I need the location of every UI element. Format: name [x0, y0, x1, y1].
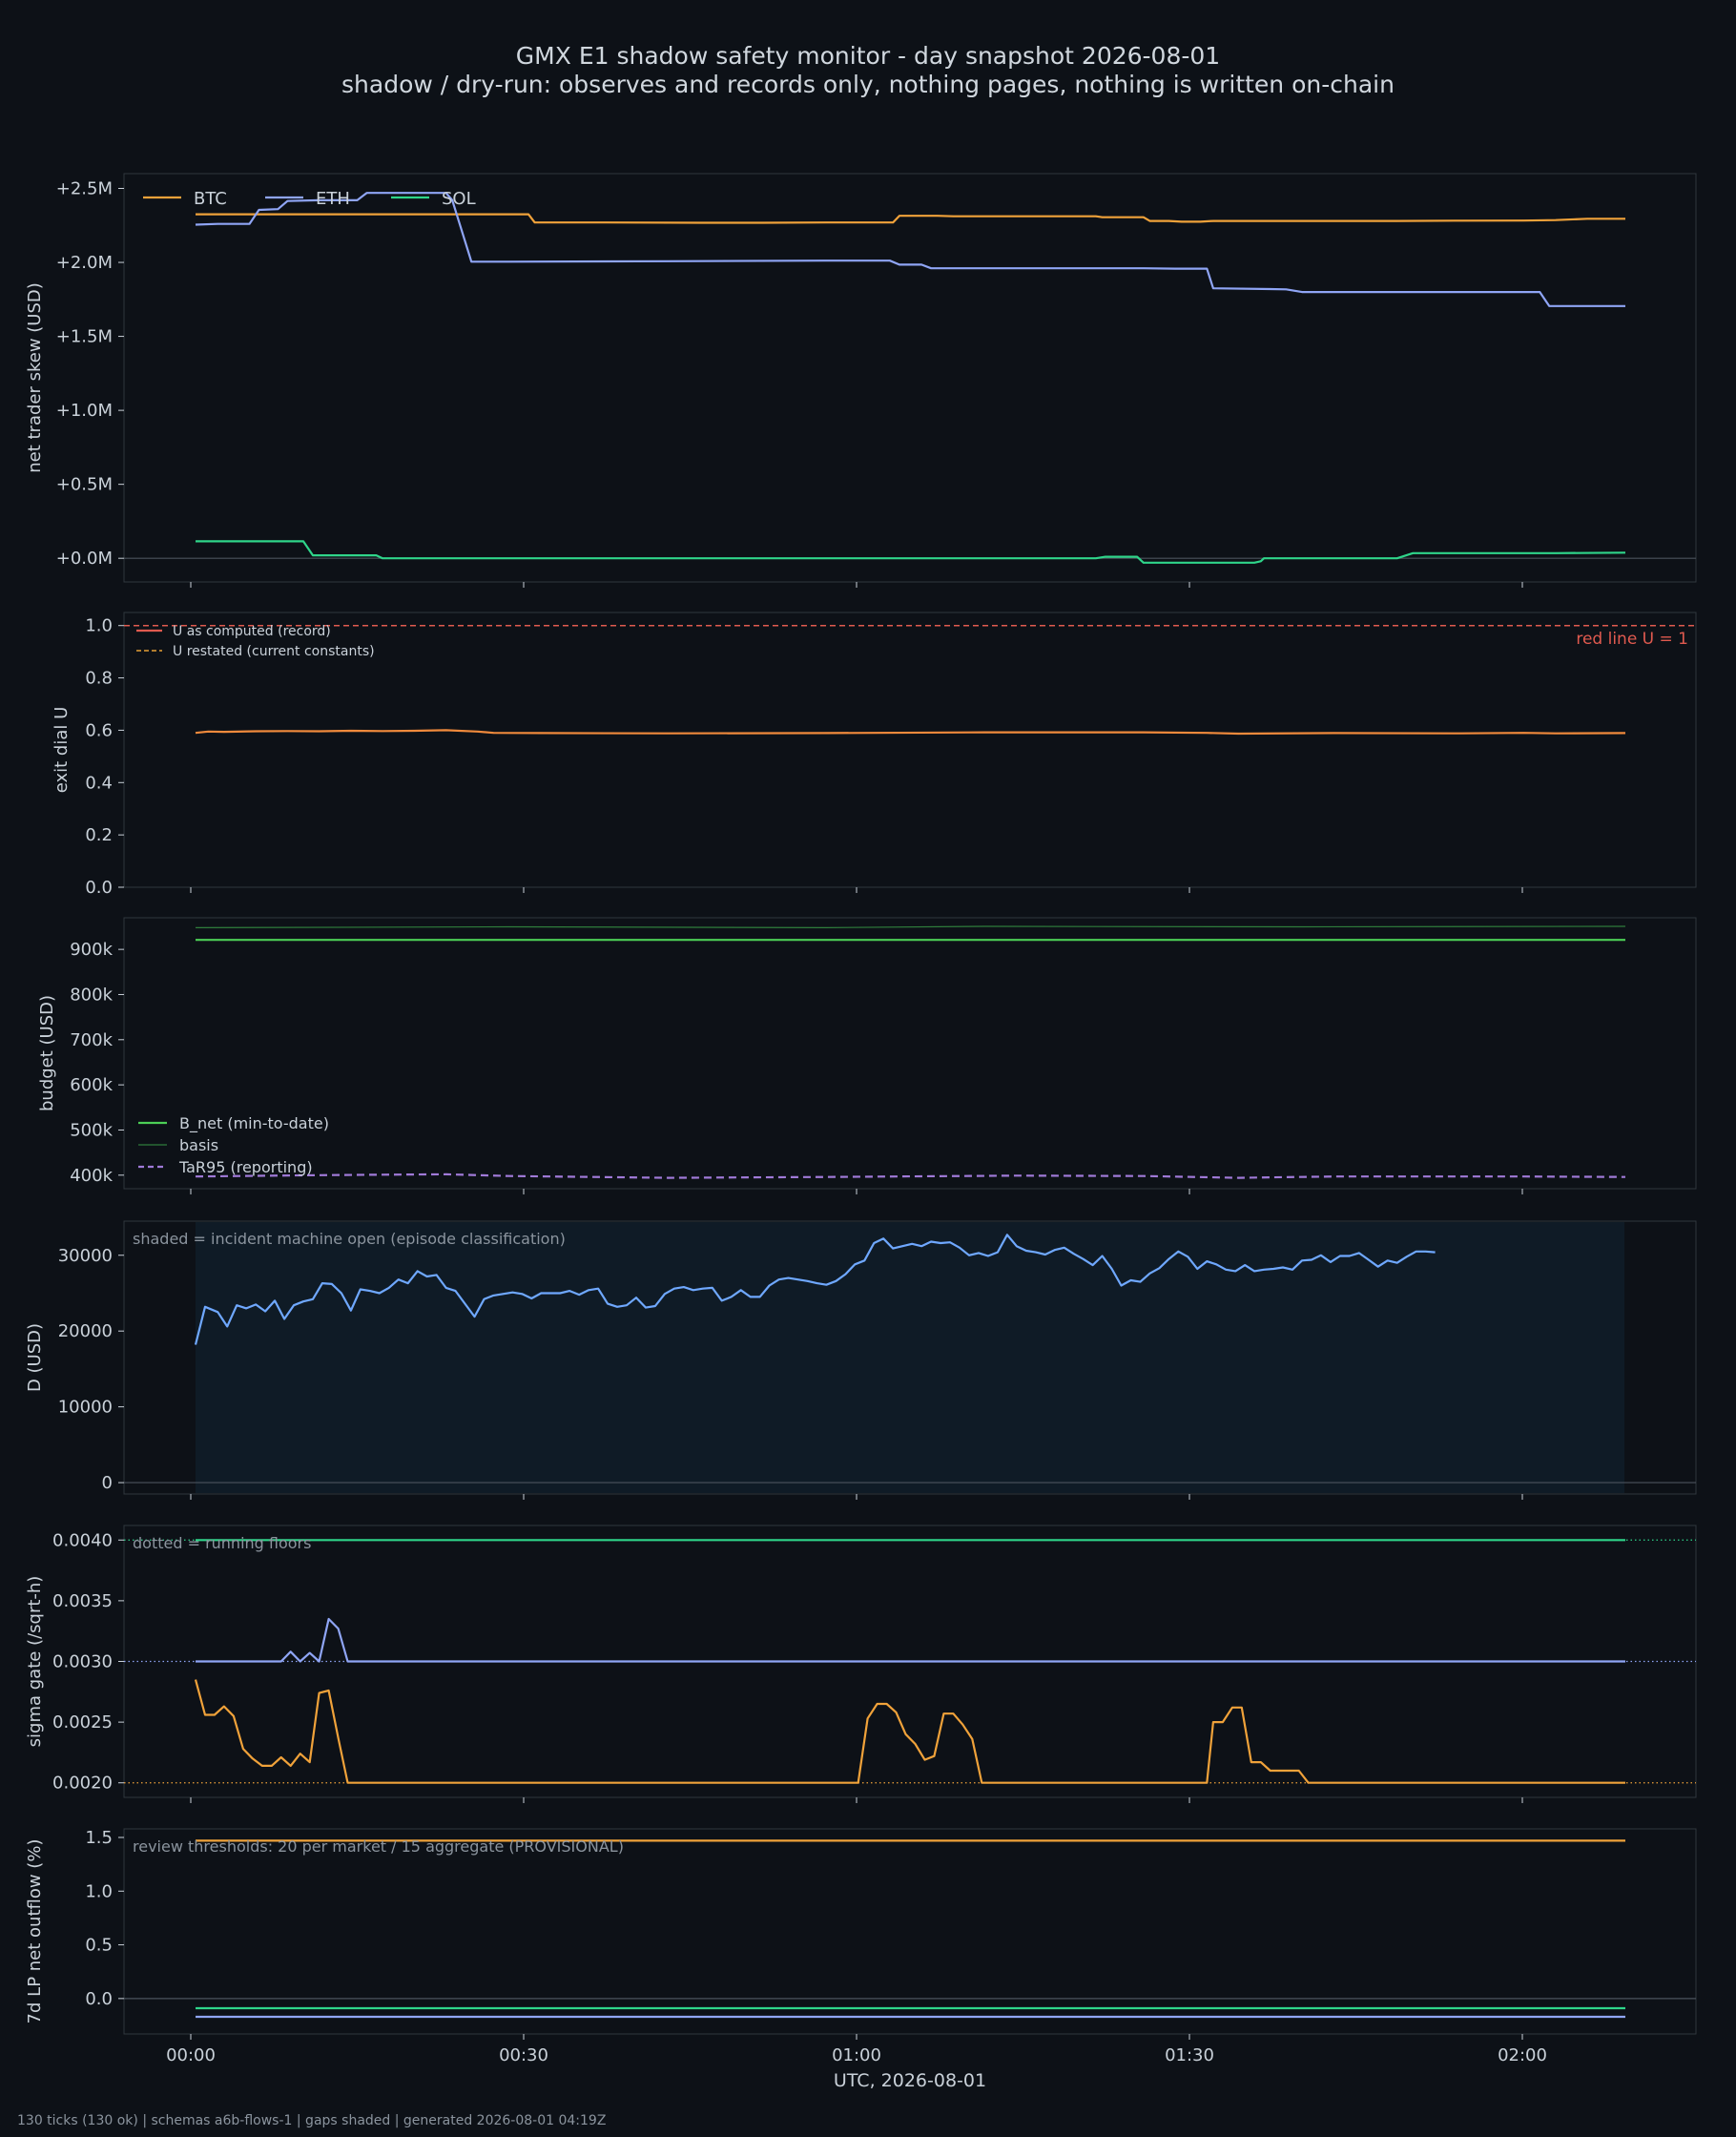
legend-label: U restated (current constants) — [173, 644, 375, 659]
legend-label: B_net (min-to-date) — [179, 1114, 329, 1133]
chart-panel-5: 0.0020 0.0025 0.0030 0.0035 0.0040 sigma gate… — [25, 1525, 1697, 1803]
y-tick-label: 800k — [70, 985, 113, 1005]
legend-label: SOL — [442, 189, 476, 209]
y-tick-label: 30000 — [58, 1246, 113, 1266]
panel-annotation: dotted = running floors — [133, 1534, 311, 1552]
footer-status: 130 ticks (130 ok) | schemas a6b-flows-1… — [17, 2113, 607, 2128]
y-tick-label: 0 — [102, 1473, 113, 1493]
y-tick-label: 900k — [70, 940, 113, 960]
chart-title: GMX E1 shadow safety monitor - day snaps… — [515, 42, 1221, 70]
y-tick-label: +1.5M — [56, 327, 113, 347]
axes-frame — [123, 1828, 1697, 2035]
y-tick-label: 0.5 — [85, 1936, 113, 1956]
series-line-d_line — [194, 1234, 1436, 1345]
chart-panel-3: 400k 500k 600k 700k 800k 900k budget (USD) B_ne… — [37, 917, 1697, 1194]
y-tick-label: 1.5 — [85, 1828, 113, 1848]
axes-frame — [123, 173, 1697, 583]
y-tick-label: 0.0 — [85, 878, 113, 898]
incident-shade — [196, 1222, 1624, 1493]
y-axis-label: D (USD) — [25, 1323, 45, 1392]
y-axis-label: net trader skew (USD) — [25, 282, 45, 473]
legend-label: TaR95 (reporting) — [178, 1158, 313, 1176]
y-tick-label: 10000 — [58, 1398, 113, 1418]
legend-label: ETH — [316, 189, 350, 209]
series-line-tar95 — [195, 1172, 1626, 1179]
chart-panel-1: +0.0M +0.5M +1.0M +1.5M +2.0M +2.5M net trader… — [25, 173, 1697, 588]
y-axis-label: exit dial U — [52, 707, 72, 794]
y-tick-label: +0.5M — [56, 475, 113, 495]
y-tick-label: 600k — [70, 1075, 113, 1095]
series-line-eth — [196, 1617, 1625, 1663]
chart-panel-4: 0 10000 20000 30000 D (USD) shaded = incident… — [25, 1220, 1697, 1500]
chart-panel-6: 0.00.51.01.500:0000:3001:0001:3002:0002:… — [25, 1828, 1697, 2091]
legend-label: BTC — [194, 189, 227, 209]
y-tick-label: 1.0 — [85, 616, 113, 636]
y-tick-label: 0.0035 — [52, 1591, 113, 1611]
y-tick-label: +0.0M — [56, 549, 113, 569]
y-tick-label: 0.0 — [85, 1989, 113, 2009]
y-tick-label: +2.5M — [56, 179, 113, 199]
y-tick-label: 0.2 — [85, 825, 113, 845]
chart-panel-2: 0.0 0.2 0.4 0.6 0.8 1.0 exit dial U U as comput… — [52, 612, 1697, 898]
y-tick-label: 500k — [70, 1120, 113, 1140]
panel-annotation: shaded = incident machine open (episode … — [133, 1230, 566, 1248]
x-tick-label: 02:00 — [1498, 2045, 1547, 2065]
u-dial-line — [195, 729, 1626, 736]
axes-frame — [123, 917, 1697, 1190]
y-tick-label: 400k — [70, 1166, 113, 1186]
series-line-btc — [196, 213, 1625, 224]
y-tick-label: +1.0M — [56, 401, 113, 421]
red-line-annotation: red line U = 1 — [1576, 630, 1688, 649]
y-axis-label: budget (USD) — [37, 995, 57, 1111]
series-line-btc — [194, 1679, 1625, 1784]
legend-label: basis — [179, 1136, 218, 1154]
x-axis-label: UTC, 2026-08-01 — [834, 2070, 986, 2091]
y-tick-label: 0.0030 — [52, 1652, 113, 1672]
axes-frame — [123, 612, 1697, 888]
y-tick-label: 0.8 — [85, 669, 113, 689]
y-tick-label: 1.0 — [85, 1881, 113, 1901]
y-tick-label: 20000 — [58, 1321, 113, 1341]
y-tick-label: +2.0M — [56, 253, 113, 273]
y-tick-label: 0.4 — [85, 773, 113, 793]
series-line-sol — [196, 540, 1626, 564]
y-tick-label: 0.0020 — [52, 1774, 113, 1794]
y-tick-label: 0.0025 — [52, 1712, 113, 1732]
series-line-eth — [195, 192, 1625, 307]
y-tick-label: 700k — [70, 1030, 113, 1050]
legend-label: U as computed (record) — [173, 624, 331, 639]
y-tick-label: 0.0040 — [52, 1530, 113, 1550]
x-tick-label: 01:00 — [832, 2045, 881, 2065]
y-axis-label: 7d LP net outflow (%) — [25, 1839, 45, 2024]
series-line-basis — [195, 925, 1626, 928]
panel-annotation: review thresholds: 20 per market / 15 ag… — [133, 1837, 624, 1856]
chart-subtitle: shadow / dry-run: observes and records o… — [341, 71, 1395, 98]
x-tick-label: 00:30 — [499, 2045, 548, 2065]
x-tick-label: 00:00 — [166, 2045, 216, 2065]
x-tick-label: 01:30 — [1165, 2045, 1214, 2065]
y-axis-label: sigma gate (/sqrt-h) — [25, 1576, 45, 1748]
y-tick-label: 0.6 — [85, 720, 113, 740]
